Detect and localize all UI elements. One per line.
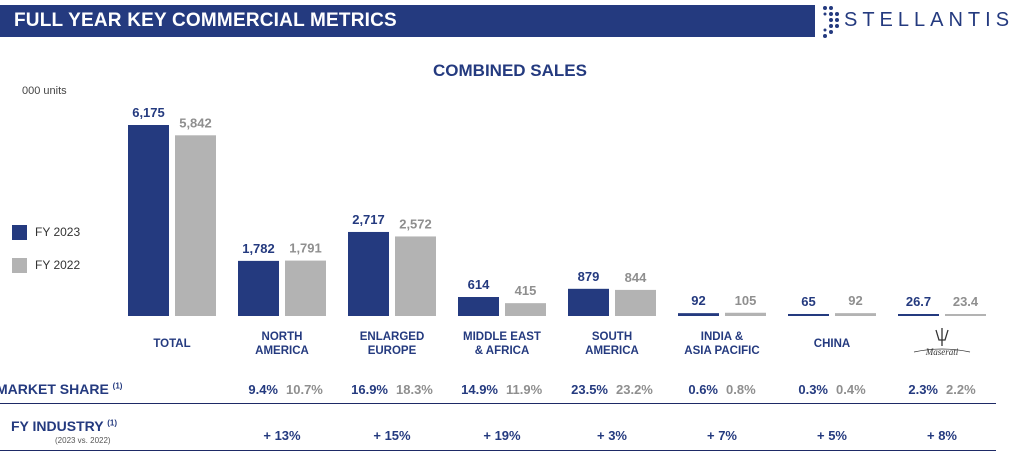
market-share-fy2022: 23.2%	[616, 382, 653, 397]
market-share-fy2023: 9.4%	[248, 382, 278, 397]
bar	[615, 289, 656, 316]
category-label: TOTAL	[153, 338, 190, 350]
category-label: ENLARGED	[360, 331, 425, 343]
market-share-fy2022: 10.7%	[286, 382, 323, 397]
category-label: AMERICA	[255, 345, 309, 357]
bar	[128, 125, 169, 316]
data-label: 6,175	[132, 105, 165, 120]
bar	[945, 314, 986, 316]
category-label: CHINA	[814, 338, 850, 350]
market-share-fy2022: 0.8%	[726, 382, 756, 397]
market-share-fy2022: 18.3%	[396, 382, 433, 397]
data-label: 2,572	[399, 216, 432, 231]
industry-change: + 5%	[817, 428, 847, 443]
page-title: FULL YEAR KEY COMMERCIAL METRICS	[14, 10, 397, 31]
data-label: 415	[515, 283, 537, 298]
data-label: 879	[578, 269, 600, 284]
category-label: EUROPE	[368, 345, 417, 357]
category-label: AMERICA	[585, 345, 639, 357]
market-share-label: MARKET SHARE (1)	[0, 381, 123, 397]
legend-label-fy2022: FY 2022	[35, 258, 81, 272]
bar	[175, 135, 216, 316]
market-share-fy2023: 16.9%	[351, 382, 388, 397]
market-share-fy2022: 0.4%	[836, 382, 866, 397]
category-label: NORTH	[262, 331, 303, 343]
industry-change: + 7%	[707, 428, 737, 443]
data-label: 92	[848, 293, 862, 308]
market-share-fy2023: 0.3%	[798, 382, 828, 397]
market-share-fy2023: 14.9%	[461, 382, 498, 397]
bar	[458, 297, 499, 316]
data-label: 5,842	[179, 115, 212, 130]
bar	[568, 288, 609, 316]
chart-title: COMBINED SALES	[433, 61, 587, 80]
industry-change: + 19%	[483, 428, 521, 443]
legend-item-fy2022: FY 2022	[12, 257, 81, 274]
category-label: & AFRICA	[475, 345, 530, 357]
data-label: 92	[691, 293, 705, 308]
legend-item-fy2023: FY 2023	[12, 224, 81, 241]
data-label: 105	[735, 293, 757, 308]
data-label: 26.7	[906, 294, 931, 309]
bar	[678, 313, 719, 316]
data-label: 844	[625, 270, 647, 285]
svg-text:Maserati: Maserati	[925, 347, 959, 357]
legend-swatch-fy2023	[12, 225, 27, 241]
market-share-fy2023: 23.5%	[571, 382, 608, 397]
data-label: 614	[468, 277, 490, 292]
header-bar: FULL YEAR KEY COMMERCIAL METRICS	[0, 5, 815, 37]
category-label: INDIA &	[701, 331, 743, 343]
maserati-logo-icon: Maserati	[913, 328, 971, 357]
bar	[505, 303, 546, 316]
data-label: 1,782	[242, 241, 275, 256]
legend-label-fy2023: FY 2023	[35, 225, 81, 239]
row-divider	[0, 403, 996, 404]
market-share-fy2022: 11.9%	[506, 382, 543, 397]
bar	[898, 314, 939, 316]
brand-name: STELLANTIS	[844, 9, 1015, 31]
stellantis-logo: STELLANTIS	[822, 3, 1018, 41]
industry-change: + 3%	[597, 428, 627, 443]
industry-change: + 13%	[263, 428, 301, 443]
market-share-fy2023: 2.3%	[908, 382, 938, 397]
category-label: SOUTH	[592, 331, 632, 343]
bar	[348, 231, 389, 316]
unit-label: 000 units	[22, 85, 67, 97]
bar	[395, 236, 436, 316]
industry-change: + 8%	[927, 428, 957, 443]
row-divider	[0, 450, 996, 451]
fy-industry-sublabel: (2023 vs. 2022)	[55, 436, 111, 445]
bar	[238, 260, 279, 316]
market-share-fy2022: 2.2%	[946, 382, 976, 397]
bar	[285, 260, 326, 316]
data-label: 65	[801, 294, 815, 309]
data-label: 23.4	[953, 294, 979, 309]
data-label: 1,791	[289, 241, 322, 256]
bar	[725, 312, 766, 316]
category-label: ASIA PACIFIC	[684, 345, 759, 357]
bar	[788, 313, 829, 316]
logo-dots-icon	[823, 6, 839, 38]
fy-industry-label: FY INDUSTRY (1)	[11, 418, 117, 434]
industry-change: + 15%	[373, 428, 411, 443]
category-label: MIDDLE EAST	[463, 331, 541, 343]
data-label: 2,717	[352, 212, 385, 227]
legend-swatch-fy2022	[12, 258, 27, 274]
bar	[835, 313, 876, 316]
market-share-fy2023: 0.6%	[688, 382, 718, 397]
